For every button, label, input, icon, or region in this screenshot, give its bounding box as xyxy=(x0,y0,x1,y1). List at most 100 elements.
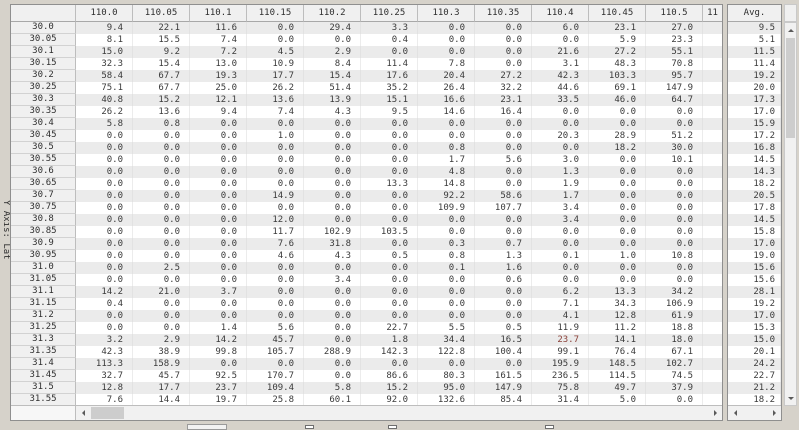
row-header[interactable]: 31.05 xyxy=(11,274,76,286)
grid-cell[interactable]: 0.0 xyxy=(532,142,589,154)
grid-cell[interactable]: 0.0 xyxy=(76,250,133,262)
row-header[interactable]: 31.5 xyxy=(11,382,76,394)
grid-cell[interactable]: 0.0 xyxy=(475,34,532,46)
grid-cell[interactable]: 15.4 xyxy=(133,58,190,70)
grid-cell[interactable]: 0.0 xyxy=(304,202,361,214)
grid-cell[interactable]: 0.0 xyxy=(361,142,418,154)
column-header[interactable]: 110.45 xyxy=(589,5,646,22)
grid-cell[interactable]: 0.0 xyxy=(475,58,532,70)
grid-cell[interactable]: 0.0 xyxy=(361,214,418,226)
avg-cell[interactable]: 14.5 xyxy=(728,214,781,226)
grid-cell[interactable]: 32.3 xyxy=(76,58,133,70)
grid-cell[interactable]: 1.3 xyxy=(532,166,589,178)
grid-cell[interactable]: 33.5 xyxy=(532,94,589,106)
grid-cell[interactable]: 0.0 xyxy=(646,394,703,405)
grid-cell[interactable]: 0.0 xyxy=(76,238,133,250)
grid-cell[interactable]: 0.0 xyxy=(646,226,703,238)
grid-cell[interactable]: 2.9 xyxy=(133,334,190,346)
grid-cell[interactable]: 34.2 xyxy=(646,286,703,298)
row-header[interactable]: 30.85 xyxy=(11,226,76,238)
grid-cell[interactable]: 95.0 xyxy=(418,382,475,394)
grid-cell[interactable]: 0.0 xyxy=(475,118,532,130)
grid-cell[interactable]: 0.0 xyxy=(532,106,589,118)
grid-cell[interactable]: 0.0 xyxy=(646,190,703,202)
grid-cell[interactable]: 5.8 xyxy=(76,118,133,130)
grid-cell[interactable]: 12.8 xyxy=(589,310,646,322)
grid-cell[interactable]: 28.9 xyxy=(589,130,646,142)
grid-cell[interactable]: 15.5 xyxy=(133,34,190,46)
scroll-right-button[interactable] xyxy=(709,406,722,420)
grid-cell[interactable]: 0.0 xyxy=(304,178,361,190)
grid-cell[interactable]: 0.3 xyxy=(418,238,475,250)
grid-cell[interactable]: 0.0 xyxy=(304,142,361,154)
grid-cell[interactable]: 92.2 xyxy=(418,190,475,202)
grid-cell[interactable]: 0.0 xyxy=(247,118,304,130)
grid-cell[interactable]: 0.0 xyxy=(532,262,589,274)
grid-cell[interactable]: 0.0 xyxy=(133,214,190,226)
grid-cell[interactable]: 11.2 xyxy=(589,322,646,334)
grid-cell[interactable]: 0.0 xyxy=(475,142,532,154)
column-header-partial[interactable]: 11 xyxy=(703,5,722,22)
grid-cell[interactable]: 48.3 xyxy=(589,58,646,70)
grid-cell[interactable]: 0.0 xyxy=(361,262,418,274)
grid-cell[interactable]: 5.8 xyxy=(304,382,361,394)
row-header[interactable]: 30.05 xyxy=(11,34,76,46)
grid-cell[interactable]: 0.0 xyxy=(646,118,703,130)
grid-cell[interactable]: 12.0 xyxy=(247,214,304,226)
grid-cell[interactable]: 0.0 xyxy=(304,310,361,322)
grid-cell[interactable]: 7.4 xyxy=(247,106,304,118)
grid-cell[interactable]: 0.0 xyxy=(418,358,475,370)
row-header[interactable]: 30.8 xyxy=(11,214,76,226)
grid-cell[interactable]: 0.0 xyxy=(76,166,133,178)
grid-cell[interactable]: 4.3 xyxy=(304,106,361,118)
avg-cell[interactable]: 9.5 xyxy=(728,22,781,34)
grid-cell[interactable]: 0.0 xyxy=(475,286,532,298)
grid-cell[interactable]: 0.0 xyxy=(589,106,646,118)
grid-cell[interactable]: 1.7 xyxy=(532,190,589,202)
grid-cell[interactable]: 0.0 xyxy=(190,250,247,262)
grid-cell[interactable]: 0.0 xyxy=(304,166,361,178)
grid-cell[interactable]: 103.5 xyxy=(361,226,418,238)
grid-cell[interactable]: 0.0 xyxy=(304,334,361,346)
row-header[interactable]: 30.95 xyxy=(11,250,76,262)
grid-cell[interactable]: 85.4 xyxy=(475,394,532,405)
grid-cell[interactable]: 15.4 xyxy=(304,70,361,82)
grid-cell[interactable]: 67.7 xyxy=(133,82,190,94)
grid-cell[interactable]: 14.2 xyxy=(190,334,247,346)
grid-cell[interactable]: 23.1 xyxy=(589,22,646,34)
grid-cell[interactable]: 0.0 xyxy=(133,142,190,154)
grid-cell[interactable]: 23.1 xyxy=(475,94,532,106)
grid-cell[interactable]: 0.0 xyxy=(190,202,247,214)
grid-cell[interactable]: 0.0 xyxy=(190,298,247,310)
cropped-checkbox-icon[interactable] xyxy=(545,425,554,429)
vertical-scrollbar[interactable] xyxy=(784,22,797,406)
avg-cell[interactable]: 21.2 xyxy=(728,382,781,394)
grid-cell[interactable]: 75.8 xyxy=(532,382,589,394)
grid-cell[interactable]: 0.0 xyxy=(133,178,190,190)
grid-cell[interactable]: 0.0 xyxy=(190,154,247,166)
grid-cell[interactable]: 0.0 xyxy=(361,310,418,322)
grid-cell[interactable]: 0.0 xyxy=(418,274,475,286)
grid-cell[interactable]: 0.0 xyxy=(190,142,247,154)
avg-cell[interactable]: 17.3 xyxy=(728,94,781,106)
grid-cell[interactable]: 45.7 xyxy=(133,370,190,382)
avg-horizontal-scrollbar[interactable] xyxy=(728,405,781,420)
grid-cell[interactable]: 0.0 xyxy=(304,190,361,202)
grid-cell[interactable]: 0.0 xyxy=(475,226,532,238)
grid-cell[interactable]: 0.8 xyxy=(418,250,475,262)
grid-cell[interactable]: 20.4 xyxy=(418,70,475,82)
horizontal-scrollbar[interactable] xyxy=(11,405,722,420)
grid-cell[interactable]: 103.3 xyxy=(589,70,646,82)
grid-cell[interactable]: 14.6 xyxy=(418,106,475,118)
grid-cell[interactable]: 44.6 xyxy=(532,82,589,94)
grid-cell[interactable]: 122.8 xyxy=(418,346,475,358)
row-header[interactable]: 30.4 xyxy=(11,118,76,130)
avg-scroll-track[interactable] xyxy=(741,406,768,420)
grid-cell[interactable]: 58.4 xyxy=(76,70,133,82)
grid-cell[interactable]: 132.6 xyxy=(418,394,475,405)
grid-cell[interactable]: 13.0 xyxy=(190,58,247,70)
row-header[interactable]: 31.4 xyxy=(11,358,76,370)
grid-cell[interactable]: 1.0 xyxy=(247,130,304,142)
grid-cell[interactable]: 0.0 xyxy=(133,238,190,250)
grid-cell[interactable]: 0.0 xyxy=(646,178,703,190)
